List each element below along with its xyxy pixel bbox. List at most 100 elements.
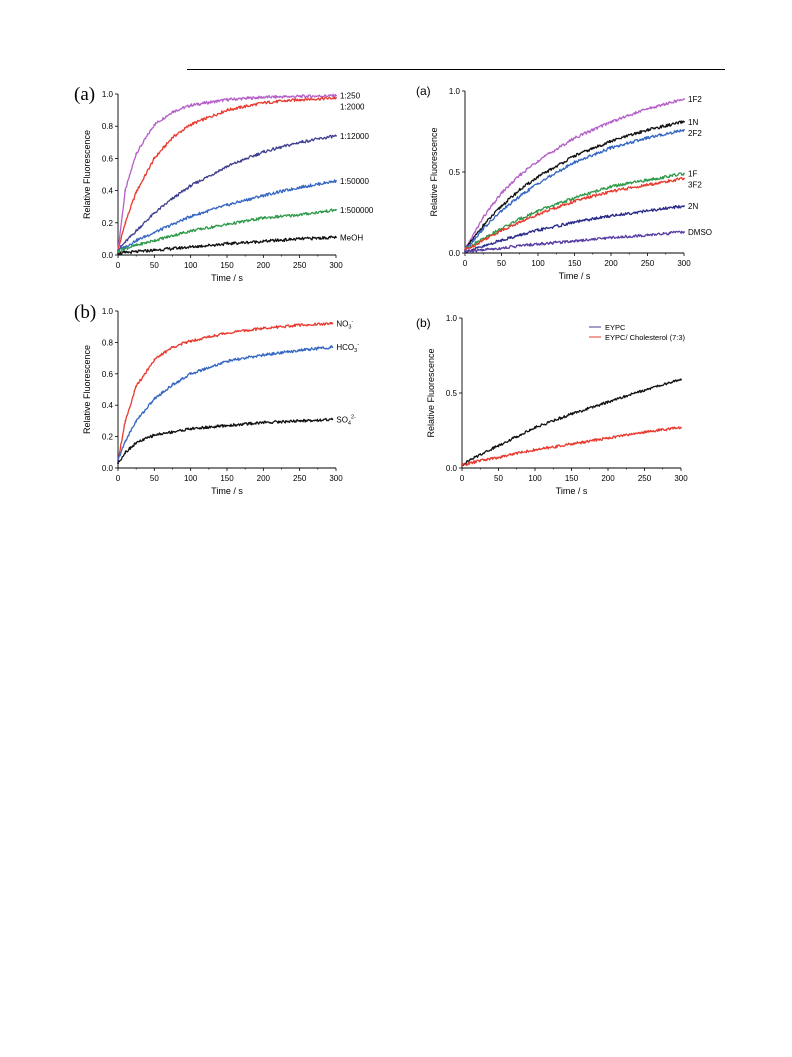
data-point xyxy=(518,244,521,247)
data-point xyxy=(482,239,485,241)
x-tick-label: 0 xyxy=(116,261,121,270)
data-point xyxy=(298,324,301,327)
data-point xyxy=(135,420,138,422)
axes: 0 50 100 150 200 250 300 0.0 0.2 0.4 0.6 0.8 1.0 Time… xyxy=(82,90,343,283)
data-point xyxy=(471,235,474,238)
x-tick-label: 50 xyxy=(497,259,506,268)
data-point xyxy=(153,231,156,234)
panel-label: (a) xyxy=(416,84,431,98)
data-point xyxy=(153,157,156,160)
y-tick-label: 0.0 xyxy=(446,464,458,473)
data-point xyxy=(298,349,301,352)
data-point xyxy=(124,420,127,422)
data-point xyxy=(610,190,612,193)
data-point xyxy=(331,418,334,421)
y-tick-label: 1.0 xyxy=(102,307,114,316)
series-line xyxy=(117,345,333,460)
data-point xyxy=(500,247,503,250)
data-point xyxy=(482,248,485,251)
data-point xyxy=(537,243,539,245)
series-label-sup: - xyxy=(351,319,353,325)
x-tick-label: 200 xyxy=(257,474,271,483)
x-axis-label: Time / s xyxy=(211,273,243,283)
data-point xyxy=(135,239,138,242)
series-label: 1F xyxy=(688,170,697,179)
data-point xyxy=(298,141,301,144)
data-point xyxy=(683,205,685,207)
data-point xyxy=(171,234,174,237)
data-point xyxy=(335,209,337,211)
x-tick-label: 150 xyxy=(565,474,579,483)
series-line xyxy=(461,378,682,467)
data-point xyxy=(124,221,127,224)
y-tick-label: 0.6 xyxy=(102,154,114,163)
data-point xyxy=(189,427,192,430)
data-point xyxy=(171,430,174,433)
x-tick-label: 150 xyxy=(568,259,582,268)
x-tick-label: 300 xyxy=(677,259,691,268)
data-point xyxy=(298,420,301,422)
data-point xyxy=(124,241,127,244)
data-point xyxy=(226,98,228,101)
y-tick-label: 0.0 xyxy=(449,249,461,258)
data-point xyxy=(153,123,156,126)
series-label: 1:500000 xyxy=(340,206,374,215)
data-point xyxy=(171,383,174,386)
y-tick-label: 1.0 xyxy=(449,87,461,96)
data-point xyxy=(117,252,119,255)
series-1-2000: 1:2000 xyxy=(117,96,365,252)
data-point xyxy=(573,154,576,157)
y-tick-label: 0.4 xyxy=(102,401,114,410)
data-point xyxy=(573,197,576,199)
data-point xyxy=(500,239,503,241)
data-point xyxy=(500,229,503,232)
data-point xyxy=(298,186,301,189)
x-tick-label: 200 xyxy=(604,259,618,268)
x-axis-label: Time / s xyxy=(556,486,588,496)
x-tick-label: 200 xyxy=(257,261,271,270)
data-point xyxy=(135,250,138,253)
panel-label: (b) xyxy=(74,302,97,323)
data-point xyxy=(153,239,156,242)
data-point xyxy=(189,123,192,126)
axes: 0 50 100 150 200 250 300 0.0 0.2 0.4 0.6 0.8 1.0 Time… xyxy=(82,307,343,496)
x-tick-label: 0 xyxy=(116,474,121,483)
data-point xyxy=(646,137,649,139)
data-point xyxy=(646,209,649,212)
data-point xyxy=(683,177,685,180)
y-tick-label: 0.6 xyxy=(102,370,114,379)
data-point xyxy=(226,242,228,245)
data-point xyxy=(468,459,471,462)
data-point xyxy=(500,209,503,212)
data-point xyxy=(124,247,127,250)
series-label: 3F2 xyxy=(688,181,702,190)
x-tick-label: 300 xyxy=(329,261,343,270)
x-tick-label: 100 xyxy=(528,474,542,483)
data-point xyxy=(298,98,301,101)
data-point xyxy=(262,240,265,243)
data-point xyxy=(331,346,334,349)
data-point xyxy=(497,456,500,459)
data-point xyxy=(643,389,646,391)
x-tick-label: 250 xyxy=(293,261,307,270)
data-point xyxy=(646,234,649,237)
data-point xyxy=(189,104,192,107)
data-point xyxy=(124,251,127,254)
data-point xyxy=(570,443,573,445)
data-point xyxy=(117,462,119,465)
series-eypc-cholesterol-7-3- xyxy=(461,426,682,467)
x-tick-label: 200 xyxy=(601,474,615,483)
data-point xyxy=(171,197,174,200)
data-point xyxy=(610,214,612,217)
data-point xyxy=(515,435,518,438)
data-point xyxy=(680,378,682,381)
data-point xyxy=(646,179,649,182)
data-point xyxy=(518,218,521,220)
y-tick-label: 0.8 xyxy=(102,338,114,347)
data-point xyxy=(124,189,127,192)
data-point xyxy=(537,209,539,212)
y-tick-label: 0.8 xyxy=(102,122,114,131)
series-eypc xyxy=(461,378,682,467)
series-label: 1F2 xyxy=(688,95,702,104)
